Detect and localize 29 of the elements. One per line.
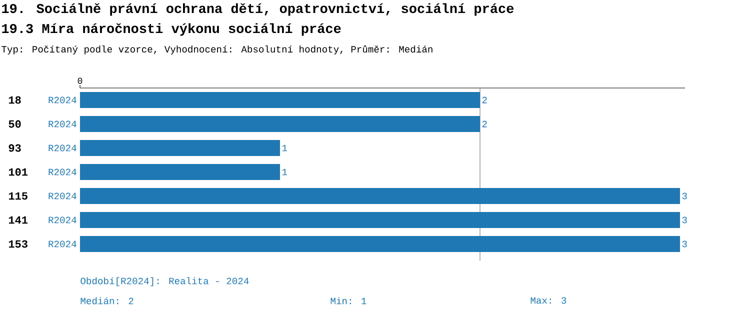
text: R2024 — [48, 168, 76, 176]
chart-title: 19. Sociálně právní ochrana dětí, opatrovnictví, sociální práce — [2, 3, 514, 16]
text: Typ: Počítaný podle vzorce, Vyhodnocení: Absolutní hodnoty, Průměr: Medián — [2, 45, 432, 54]
y-tick-label: 18 — [8, 96, 21, 104]
data-label: 2 — [482, 96, 487, 104]
text: R2024 — [48, 120, 76, 128]
data-label: 2 — [482, 120, 487, 128]
text: Medián: 2 — [80, 297, 134, 304]
data-label: 1 — [282, 168, 287, 176]
data-label: 3 — [682, 216, 687, 224]
chart-subtitle: 19.3 Míra náročnosti výkonu sociální práce — [2, 23, 341, 36]
data-label: 3 — [682, 240, 687, 248]
text: R2024 — [48, 240, 76, 248]
y-tick-label: 101 — [8, 168, 28, 176]
y-tick-label: 153 — [8, 240, 28, 248]
text: R2024 — [48, 144, 76, 152]
text: 0 — [78, 78, 82, 84]
text: R2024 — [48, 192, 76, 200]
y-tick-label: 115 — [8, 192, 28, 200]
text: Min: 1 — [330, 297, 366, 304]
y-tick-label: 50 — [8, 120, 21, 128]
text: Max: 3 — [530, 297, 566, 304]
y-tick-label: 93 — [8, 144, 21, 152]
series-label: R2024 — [48, 96, 76, 104]
data-label: 1 — [282, 144, 287, 152]
text: Období[R2024]: Realita - 2024 — [80, 277, 249, 286]
text: R2024 — [48, 216, 76, 224]
y-tick-label: 141 — [8, 216, 28, 224]
data-label: 3 — [682, 192, 687, 200]
